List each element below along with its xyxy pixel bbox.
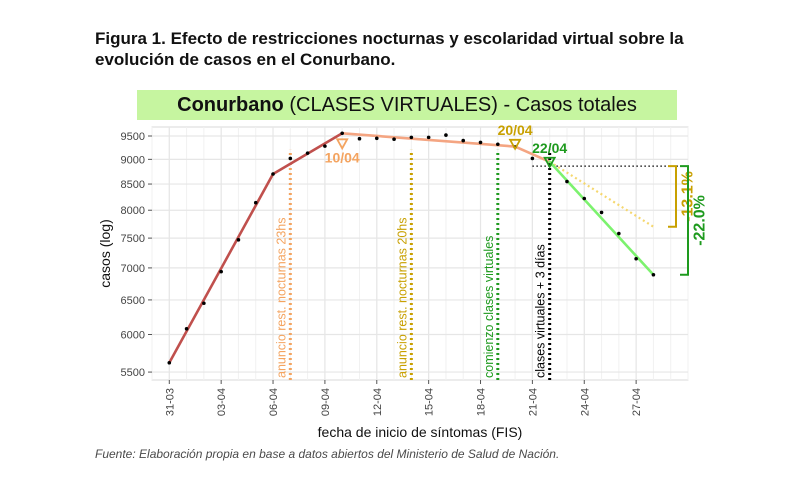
x-tick-label: 03-04 xyxy=(216,388,228,416)
data-point xyxy=(236,238,241,242)
projection-line xyxy=(549,160,655,228)
figure-title-line-2: evolución de casos en el Conurbano. xyxy=(95,50,396,69)
data-point xyxy=(253,200,258,205)
y-tick-label: 6000 xyxy=(121,329,145,341)
y-tick-label: 9500 xyxy=(121,131,145,143)
event-marker-label: 10/04 xyxy=(325,149,360,165)
y-tick-label: 5500 xyxy=(121,367,145,379)
event-marker-label: 22/04 xyxy=(532,140,567,156)
data-point xyxy=(617,231,621,236)
data-point xyxy=(496,142,500,147)
chart-title-rest: (CLASES VIRTUALES) - Casos totales xyxy=(283,94,637,116)
chart-title-banner: Conurbano (CLASES VIRTUALES) - Casos tot… xyxy=(137,90,677,120)
event-label: comienzo clases virtuales xyxy=(482,236,496,378)
data-point xyxy=(305,151,310,155)
event-marker xyxy=(543,156,557,169)
y-tick-label: 7000 xyxy=(121,263,145,275)
event-label: clases virtuales + 3 días xyxy=(534,244,548,378)
data-point xyxy=(323,144,327,148)
data-point xyxy=(599,210,604,215)
data-point xyxy=(478,140,483,145)
data-point xyxy=(202,301,206,306)
x-axis-title: fecha de inicio de síntomas (FIS) xyxy=(318,424,523,440)
y-tick-label: 8500 xyxy=(121,179,145,191)
data-point xyxy=(409,135,414,140)
data-point xyxy=(530,156,535,161)
drop-bracket xyxy=(668,165,677,228)
data-point xyxy=(565,179,569,184)
event-label: anuncio rest. nocturnas 20hs xyxy=(395,217,409,378)
drop-percentage-label: -22.0% xyxy=(692,195,709,246)
trend-segment xyxy=(167,172,275,365)
x-tick-label: 12-04 xyxy=(372,388,384,416)
data-point xyxy=(392,137,396,141)
y-tick-label: 6500 xyxy=(121,295,145,307)
x-tick-label: 18-04 xyxy=(476,388,488,416)
x-tick-label: 27-04 xyxy=(631,388,643,416)
data-point xyxy=(461,138,466,143)
data-point xyxy=(651,272,656,277)
trend-segment xyxy=(340,131,517,148)
figure-title: Figura 1. Efecto de restricciones noctur… xyxy=(95,28,735,70)
data-point xyxy=(219,269,223,274)
chart-title-bold: Conurbano xyxy=(177,94,284,116)
data-point xyxy=(271,172,275,176)
y-tick-label: 9000 xyxy=(121,154,145,166)
source-note: Fuente: Elaboración propia en base a dat… xyxy=(95,447,560,461)
data-point xyxy=(634,256,638,261)
data-point xyxy=(444,133,448,137)
data-point xyxy=(340,131,344,136)
x-tick-label: 09-04 xyxy=(320,388,332,416)
drop-bracket xyxy=(680,165,689,276)
x-tick-label: 24-04 xyxy=(579,388,591,416)
y-axis-title: casos (log) xyxy=(97,219,113,287)
plot-panel xyxy=(151,126,689,381)
x-tick-label: 15-04 xyxy=(424,388,436,416)
event-marker xyxy=(335,138,349,151)
data-point xyxy=(426,135,431,140)
event-marker xyxy=(508,138,522,151)
data-point xyxy=(582,196,587,201)
trend-segment xyxy=(513,145,551,164)
data-point xyxy=(288,156,293,161)
y-tick-label: 8000 xyxy=(121,205,145,217)
data-point xyxy=(357,136,362,141)
event-label: anuncio rest. nocturnas 23hs xyxy=(274,217,288,378)
y-tick-label: 7500 xyxy=(121,233,145,245)
data-point xyxy=(374,136,379,141)
x-tick-label: 06-04 xyxy=(268,388,280,416)
data-point xyxy=(167,360,172,365)
figure-title-line-1: Figura 1. Efecto de restricciones noctur… xyxy=(95,29,684,48)
x-tick-label: 31-03 xyxy=(164,388,176,416)
event-marker-label: 20/04 xyxy=(498,122,533,138)
data-point xyxy=(184,326,189,331)
x-tick-label: 21-04 xyxy=(527,388,539,416)
